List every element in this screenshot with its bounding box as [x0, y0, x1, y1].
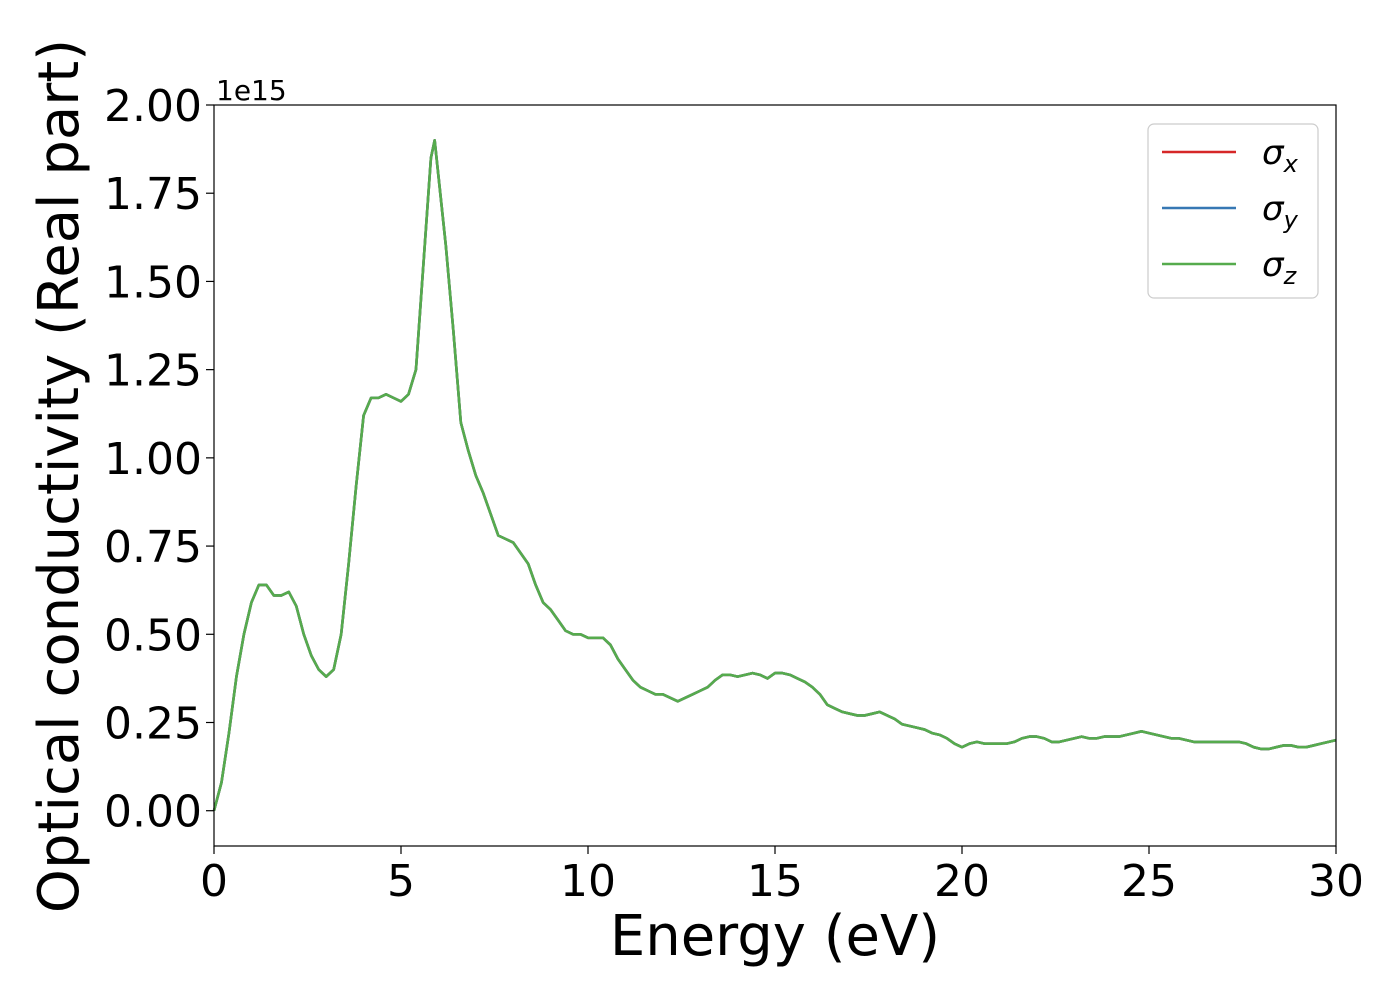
x-axis-label: Energy (eV) [610, 904, 940, 969]
x-tick-label: 20 [934, 856, 990, 907]
x-tick-label: 25 [1121, 856, 1177, 907]
y-axis-label: Optical conductivity (Real part) [27, 39, 92, 913]
y-tick-label: 1.00 [104, 434, 202, 485]
x-tick-label: 5 [387, 856, 415, 907]
series-layer [212, 138, 1337, 812]
y-tick-label: 1.25 [104, 346, 202, 397]
x-axis: 0 5 10 15 20 25 30 [200, 846, 1364, 907]
y-tick-label: 0.25 [104, 699, 202, 750]
y-tick-label: 1.50 [104, 257, 202, 308]
y-tick-label: 0.75 [104, 522, 202, 573]
x-tick-label: 0 [200, 856, 228, 907]
x-tick-label: 15 [747, 856, 803, 907]
y-axis: 0.00 0.25 0.50 0.75 1.00 1.25 1.50 1.75 2.00 [104, 81, 214, 838]
legend-box [1147, 123, 1319, 299]
y-tick-label: 2.00 [104, 81, 202, 132]
x-tick-label: 10 [560, 856, 616, 907]
series-line-z [212, 138, 1337, 812]
y-tick-label: 0.00 [104, 787, 202, 838]
y-tick-label: 1.75 [104, 169, 202, 220]
y-tick-label: 0.50 [104, 610, 202, 661]
y-offset-label: 1e15 [216, 74, 287, 107]
x-tick-label: 30 [1308, 856, 1364, 907]
